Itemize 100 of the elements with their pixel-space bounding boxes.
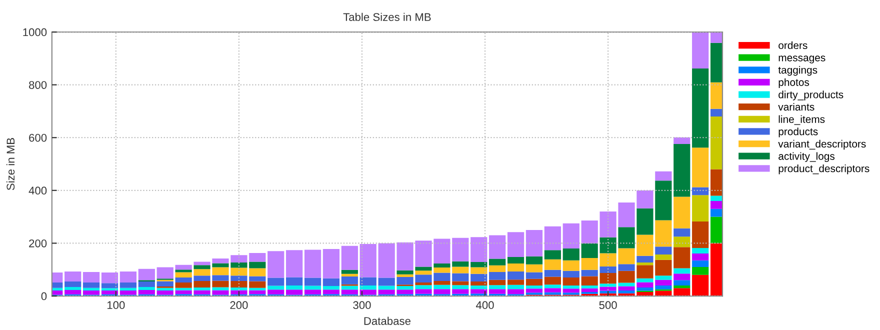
legend-label: taggings [778, 66, 818, 76]
bar [304, 278, 322, 286]
bar [489, 289, 506, 294]
bar [674, 236, 690, 248]
bar [120, 282, 137, 288]
bar [249, 262, 266, 268]
bar [674, 280, 690, 286]
bar [360, 244, 376, 278]
bar [156, 267, 174, 279]
bar [286, 285, 303, 290]
y-tick-label: 200 [29, 239, 47, 248]
bar [562, 270, 580, 278]
bar [470, 274, 488, 282]
y-tick-label: 800 [29, 81, 47, 89]
y-tick-label: 1000 [23, 28, 47, 36]
bar [526, 256, 543, 264]
bar [526, 285, 543, 289]
legend-label: variants [778, 102, 814, 111]
bar [674, 285, 690, 288]
bar [341, 246, 358, 270]
bar [489, 265, 506, 272]
bar [286, 250, 303, 278]
bar [175, 270, 192, 272]
bar [692, 68, 709, 148]
bar [507, 232, 524, 257]
bar [138, 287, 155, 290]
bar [304, 286, 322, 290]
bar [692, 195, 709, 222]
bar [544, 250, 561, 260]
legend-label: messages [778, 56, 826, 64]
bar [562, 248, 580, 260]
bar [544, 226, 561, 250]
bar [156, 281, 174, 287]
bar [562, 278, 580, 286]
bar [526, 230, 543, 256]
bar [507, 264, 524, 272]
bar [507, 256, 524, 264]
bar [489, 258, 506, 266]
bar [268, 251, 284, 278]
bar [507, 280, 524, 285]
bar [360, 285, 376, 290]
bar [101, 283, 118, 288]
bar [175, 264, 192, 270]
bar [120, 271, 137, 283]
bar [692, 260, 709, 267]
bar [82, 272, 100, 283]
bar [249, 268, 266, 276]
bar [562, 223, 580, 248]
bar [138, 268, 155, 280]
bar [341, 274, 358, 276]
bar [360, 290, 376, 295]
bar [674, 144, 690, 197]
legend-label: activity_logs [778, 152, 835, 162]
bar [544, 276, 561, 285]
bar [138, 290, 155, 294]
legend-label: dirty_products [778, 90, 844, 100]
bar [322, 286, 340, 290]
bar [101, 290, 118, 294]
y-tick-label: 600 [29, 134, 47, 142]
bar [249, 276, 266, 282]
bar [470, 285, 488, 290]
bar [268, 286, 284, 290]
chart-title: Table Sizes in MB [343, 12, 431, 22]
bar [489, 280, 506, 286]
bar [674, 268, 690, 274]
bar [470, 262, 488, 268]
bar [544, 288, 561, 292]
bar [562, 288, 580, 293]
bar [674, 228, 690, 237]
bar [156, 288, 174, 290]
bar [674, 288, 690, 296]
bar [544, 270, 561, 277]
bar [636, 262, 654, 266]
legend-label: orders [778, 41, 808, 50]
bar [655, 171, 672, 181]
bar [544, 259, 561, 270]
bar [489, 285, 506, 290]
legend-label: product_descriptors [778, 164, 870, 174]
bar [655, 254, 672, 260]
bar [341, 290, 358, 294]
legend-label: line_items [778, 115, 825, 125]
bar [470, 237, 488, 262]
bar [507, 284, 524, 290]
x-tick-label: 400 [476, 301, 494, 310]
bar [64, 271, 82, 282]
bar [526, 288, 543, 293]
y-axis-title: Size in MB [6, 138, 15, 190]
bar [562, 260, 580, 271]
bar [489, 235, 506, 259]
x-tick-label: 500 [599, 301, 617, 310]
y-tick-label: 0 [41, 292, 47, 300]
x-tick-label: 100 [107, 301, 125, 310]
bar [64, 290, 82, 294]
bar [341, 276, 358, 284]
x-axis-title: Database [364, 316, 410, 325]
bar [156, 290, 174, 295]
x-tick-label: 200 [230, 301, 248, 310]
bar [636, 256, 654, 262]
bar [138, 281, 155, 288]
bar [674, 137, 690, 144]
